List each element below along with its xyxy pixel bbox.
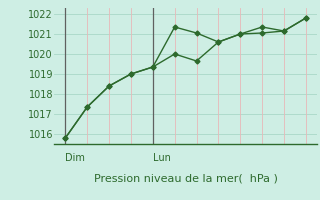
Text: Pression niveau de la mer(  hPa ): Pression niveau de la mer( hPa ) xyxy=(94,174,277,184)
Text: Lun: Lun xyxy=(153,153,171,163)
Text: Dim: Dim xyxy=(65,153,85,163)
